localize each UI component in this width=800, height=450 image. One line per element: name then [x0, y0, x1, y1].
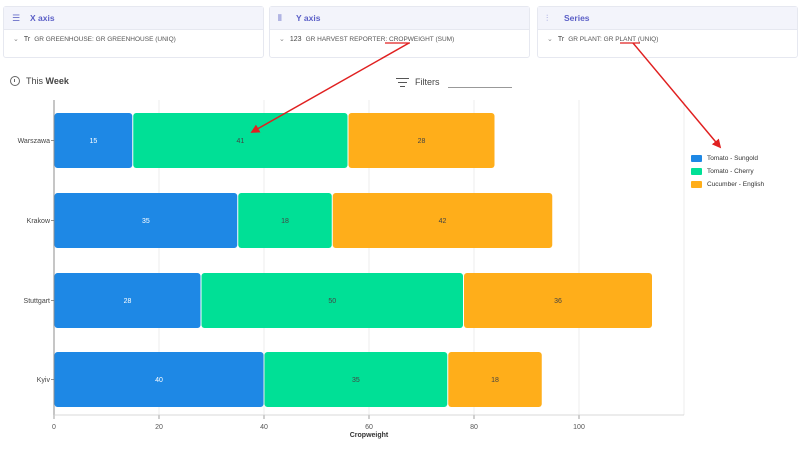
x-tick-label: 40: [260, 424, 268, 431]
bar-segment: [348, 113, 495, 168]
legend-item[interactable]: Tomato - Cherry: [691, 165, 764, 178]
bar-value-label: 18: [491, 377, 499, 384]
bar-value-label: 15: [89, 138, 97, 145]
filter-icon[interactable]: [396, 76, 409, 88]
bar-value-label: 36: [554, 298, 562, 305]
bar-value-label: 50: [328, 298, 336, 305]
x-axis-panel-header: ☰ X axis: [4, 7, 263, 30]
x-axis-title: Cropweight: [350, 432, 389, 439]
y-axis-field[interactable]: ⌄ 123 GR HARVEST REPORTER: CROPWEIGHT (S…: [270, 30, 529, 44]
legend-label: Tomato - Cherry: [707, 168, 754, 175]
filters-label: Filters: [415, 77, 440, 87]
bar-value-label: 42: [439, 218, 447, 225]
legend-item[interactable]: Tomato - Sungold: [691, 152, 764, 165]
series-panel[interactable]: ⫶ Series ⌄ Tr GR PLANT: GR PLANT (UNIQ): [537, 6, 798, 58]
legend-swatch-cherry: [691, 168, 702, 175]
y-category-label: Stuttgart: [24, 298, 51, 305]
number-type-icon: 123: [289, 35, 302, 43]
clock-icon: [10, 76, 20, 86]
series-field-label: GR PLANT: GR PLANT (UNIQ): [568, 35, 659, 43]
filters-control[interactable]: Filters: [396, 76, 512, 88]
series-panel-title: Series: [564, 13, 590, 23]
x-tick-label: 20: [155, 424, 163, 431]
x-axis-field-label: GR GREENHOUSE: GR GREENHOUSE (UNIQ): [34, 35, 176, 43]
x-tick-label: 0: [52, 424, 56, 431]
columns-icon: ⫴: [278, 12, 282, 23]
x-axis-panel[interactable]: ☰ X axis ⌄ Tr GR GREENHOUSE: GR GREENHOU…: [3, 6, 264, 58]
bar-value-label: 41: [236, 138, 244, 145]
period-prefix: This: [26, 76, 44, 86]
bars-icon: ⫶: [546, 12, 549, 23]
bar-segment: [133, 113, 348, 168]
bar-value-label: 18: [281, 218, 289, 225]
bar-value-label: 35: [352, 377, 360, 384]
x-axis-panel-title: X axis: [30, 13, 55, 23]
legend-item[interactable]: Cucumber - English: [691, 178, 764, 191]
legend-label: Cucumber - English: [707, 181, 765, 188]
bar-segment: [54, 193, 238, 248]
bar-segment: [201, 273, 463, 328]
y-axis-panel[interactable]: ⫴ Y axis ⌄ 123 GR HARVEST REPORTER: CROP…: [269, 6, 530, 58]
chevron-down-icon[interactable]: ⌄: [279, 36, 285, 43]
bar-segment: [54, 273, 201, 328]
text-type-icon: Tr: [557, 35, 565, 43]
bar-segment: [238, 193, 332, 248]
list-icon: ☰: [12, 12, 21, 23]
series-panel-header: ⫶ Series: [538, 7, 797, 30]
legend-swatch-english: [691, 181, 702, 188]
chart-legend: Tomato - Sungold Tomato - Cherry Cucumbe…: [691, 152, 764, 191]
bar-segment: [448, 352, 542, 407]
text-type-icon: Tr: [23, 35, 31, 43]
period-selector[interactable]: This Week: [10, 76, 69, 86]
chevron-down-icon[interactable]: ⌄: [547, 36, 553, 43]
filters-input[interactable]: [447, 77, 512, 88]
y-category-label: Warszawa: [18, 138, 51, 145]
series-field[interactable]: ⌄ Tr GR PLANT: GR PLANT (UNIQ): [538, 30, 797, 44]
y-axis-panel-header: ⫴ Y axis: [270, 7, 529, 30]
legend-swatch-sungold: [691, 155, 702, 162]
annotation-arrow: [250, 42, 410, 133]
bar-segment: [264, 352, 448, 407]
legend-label: Tomato - Sungold: [707, 155, 758, 162]
period-value: Week: [45, 76, 69, 86]
bar-segment: [464, 273, 652, 328]
annotation-arrow: [632, 42, 722, 149]
y-axis-field-label: GR HARVEST REPORTER: CROPWEIGHT (SUM): [305, 35, 455, 43]
y-category-label: Krakow: [27, 218, 51, 225]
x-tick-label: 100: [573, 424, 585, 431]
x-axis-field[interactable]: ⌄ Tr GR GREENHOUSE: GR GREENHOUSE (UNIQ): [4, 30, 263, 44]
bar-segment: [54, 113, 133, 168]
bar-value-label: 35: [142, 218, 150, 225]
bar-value-label: 28: [418, 138, 426, 145]
bar-value-label: 40: [155, 377, 163, 384]
bar-value-label: 28: [124, 298, 132, 305]
y-axis-panel-title: Y axis: [296, 13, 321, 23]
bar-segment: [54, 352, 264, 407]
bar-segment: [332, 193, 553, 248]
chevron-down-icon[interactable]: ⌄: [13, 36, 19, 43]
x-tick-label: 80: [470, 424, 478, 431]
x-tick-label: 60: [365, 424, 373, 431]
y-category-label: Kyiv: [37, 377, 51, 384]
